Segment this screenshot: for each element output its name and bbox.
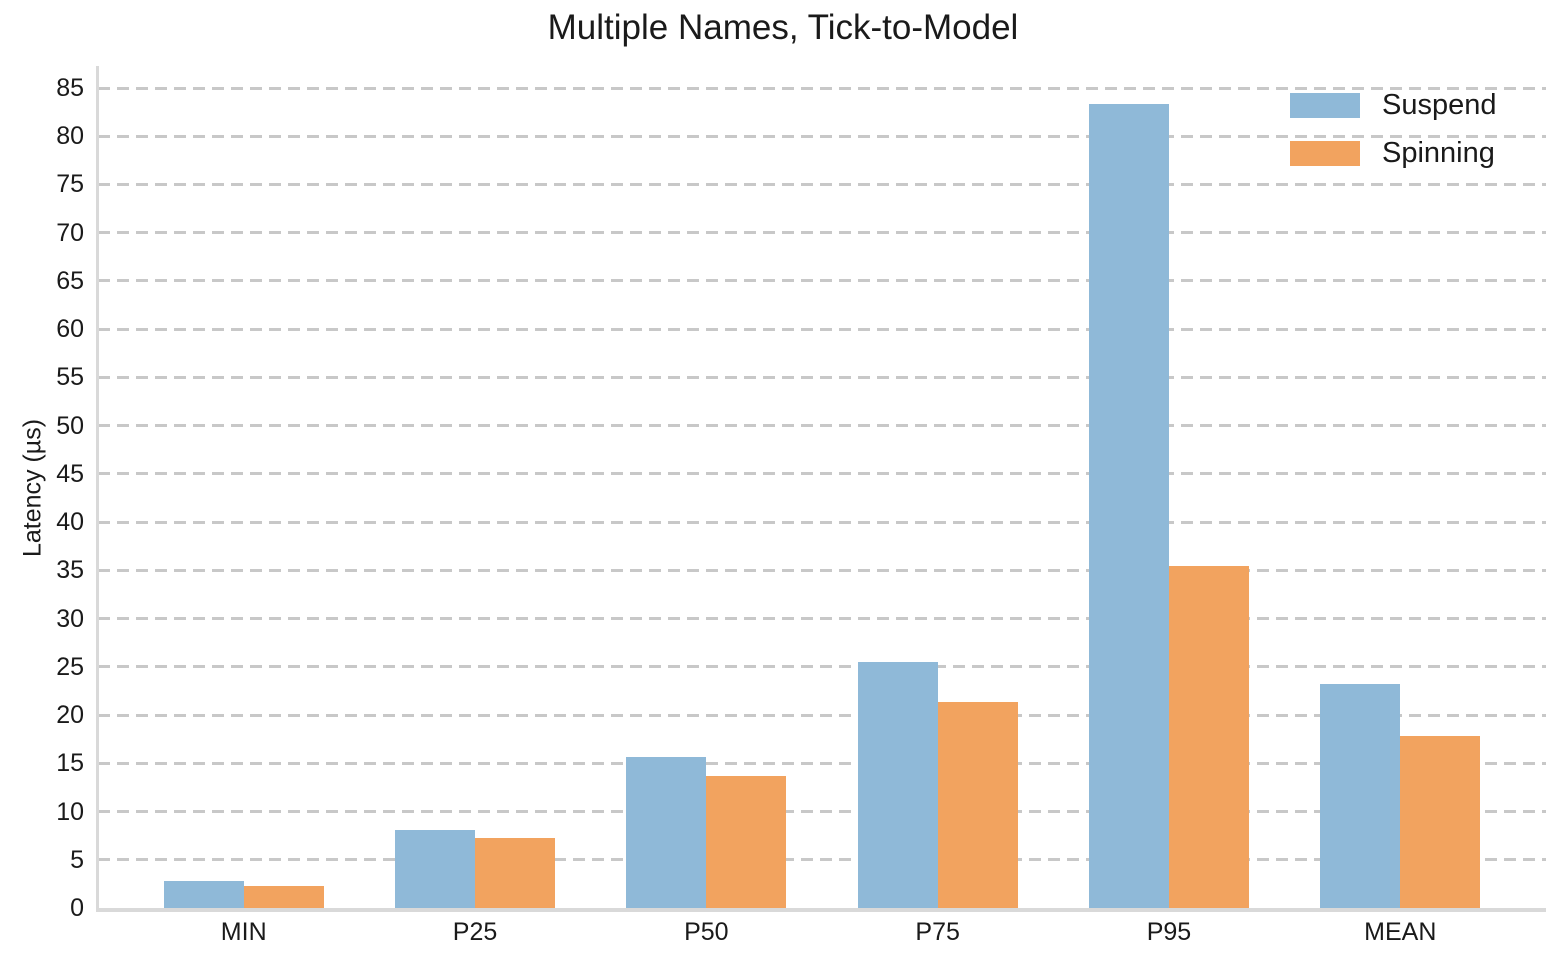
legend-label-spinning: Spinning [1382, 137, 1495, 169]
legend-item-spinning: Spinning [1290, 137, 1497, 170]
y-tick-label: 50 [56, 411, 84, 440]
gridline-y-25 [98, 665, 1546, 669]
gridline-y-45 [98, 472, 1546, 476]
y-tick-label: 80 [56, 122, 84, 151]
gridline-y-75 [98, 182, 1546, 186]
gridline-y-35 [98, 568, 1546, 572]
bar-spinning-mean [1400, 736, 1481, 908]
y-tick-label: 0 [70, 894, 84, 922]
gridline-y-80 [98, 134, 1546, 138]
y-axis-spine [96, 66, 99, 912]
gridline-y-20 [98, 713, 1546, 717]
bar-spinning-p50 [706, 775, 787, 908]
legend-label-suspend: Suspend [1382, 89, 1497, 121]
gridline-y-60 [98, 327, 1546, 331]
y-tick-label: 15 [56, 749, 84, 778]
legend-swatch-suspend [1290, 93, 1360, 118]
y-tick-label: 20 [56, 701, 84, 730]
bar-spinning-p75 [937, 701, 1018, 908]
y-tick-label: 65 [56, 266, 84, 295]
y-tick-label: 40 [56, 508, 84, 537]
gridline-y-85 [98, 86, 1546, 90]
gridline-y-50 [98, 424, 1546, 428]
y-tick-label: 55 [56, 363, 84, 392]
x-tick-label-p75: P75 [915, 918, 960, 946]
bar-suspend-p50 [626, 756, 707, 908]
bar-suspend-p95 [1088, 104, 1169, 908]
bar-spinning-p95 [1168, 566, 1249, 908]
legend-item-suspend: Suspend [1290, 89, 1497, 122]
bar-suspend-p25 [395, 829, 476, 908]
gridline-y-70 [98, 231, 1546, 235]
y-tick-label: 5 [70, 845, 84, 874]
y-tick-label: 10 [56, 797, 84, 826]
y-tick-label: 25 [56, 652, 84, 681]
bar-spinning-min [243, 885, 324, 908]
bar-suspend-p75 [857, 662, 938, 908]
legend: Suspend Spinning [1290, 89, 1497, 170]
gridline-y-40 [98, 520, 1546, 524]
bar-suspend-mean [1320, 684, 1401, 908]
gridline-y-65 [98, 279, 1546, 283]
x-tick-label-min: MIN [220, 918, 267, 946]
gridline-y-30 [98, 617, 1546, 621]
x-axis-line [96, 908, 1546, 912]
x-tick-label-mean: MEAN [1364, 918, 1437, 946]
bar-suspend-min [163, 880, 244, 908]
gridline-y-15 [98, 761, 1546, 765]
y-tick-label: 60 [56, 315, 84, 344]
y-tick-label: 35 [56, 556, 84, 585]
legend-swatch-spinning [1290, 141, 1360, 166]
gridline-y-55 [98, 375, 1546, 379]
y-tick-label: 75 [56, 170, 84, 199]
y-tick-label: 30 [56, 604, 84, 633]
y-tick-label: 70 [56, 218, 84, 247]
x-tick-label-p25: P25 [452, 918, 498, 946]
y-tick-label: 85 [56, 74, 84, 102]
gridline-y-10 [98, 810, 1546, 814]
gridline-y-5 [98, 858, 1546, 862]
y-tick-label: 45 [56, 459, 84, 488]
x-tick-label-p50: P50 [684, 918, 729, 946]
chart-title: Multiple Names, Tick-to-Model [547, 8, 1019, 47]
x-tick-label-p95: P95 [1146, 918, 1192, 946]
bar-spinning-p25 [475, 837, 556, 908]
